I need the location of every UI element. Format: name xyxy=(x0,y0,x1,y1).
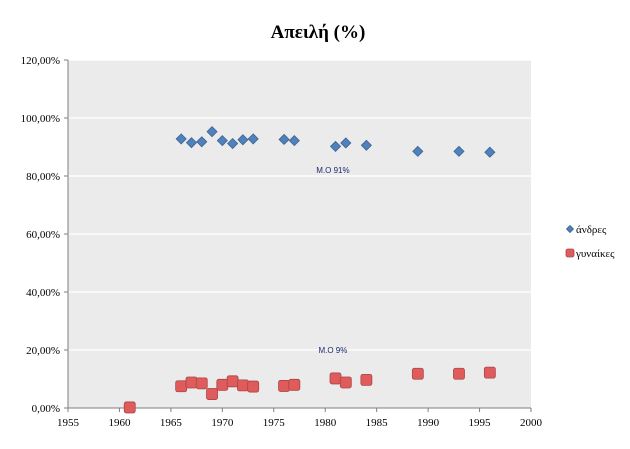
data-point xyxy=(185,137,198,149)
data-points xyxy=(123,126,496,414)
data-point xyxy=(288,378,301,391)
data-point xyxy=(412,145,424,157)
data-point xyxy=(206,388,218,400)
data-point xyxy=(339,376,352,389)
data-point xyxy=(340,137,352,149)
x-tick-label: 1985 xyxy=(366,417,389,429)
x-tick-label: 1995 xyxy=(469,417,492,429)
axes xyxy=(64,59,532,412)
data-point xyxy=(175,133,187,145)
legend-label: γυναίκες xyxy=(575,248,615,260)
y-tick-label: 80,00% xyxy=(26,171,60,183)
annotations: Μ.Ο 91% Μ.Ο 9% xyxy=(316,166,349,355)
y-tick-label: 40,00% xyxy=(26,287,60,299)
x-tick-label: 2000 xyxy=(520,417,543,429)
annotation-label: Μ.Ο 91% xyxy=(316,166,349,175)
data-point xyxy=(453,145,465,157)
annotation-label: Μ.Ο 9% xyxy=(318,346,347,355)
data-point xyxy=(278,380,290,392)
x-axis-tick-labels: 1955 1960 1965 1970 1975 1980 1985 1990 1995 2000 xyxy=(57,417,543,429)
data-point xyxy=(360,139,372,151)
data-point xyxy=(288,135,300,147)
data-point xyxy=(329,140,342,152)
legend-marker xyxy=(565,224,575,234)
data-point xyxy=(483,366,496,379)
data-point xyxy=(195,377,208,390)
x-tick-label: 1960 xyxy=(108,417,131,429)
data-point xyxy=(175,380,188,393)
data-point xyxy=(237,379,249,392)
y-tick-label: 120,00% xyxy=(21,55,60,67)
data-point xyxy=(216,378,229,391)
legend-label: άνδρες xyxy=(576,224,607,236)
data-point xyxy=(185,376,198,389)
x-tick-label: 1975 xyxy=(263,417,286,429)
data-point xyxy=(227,137,239,150)
data-point xyxy=(278,133,290,146)
data-point xyxy=(411,367,424,380)
series-1 xyxy=(175,126,496,158)
y-tick-label: 0,00% xyxy=(32,403,60,415)
data-point xyxy=(206,126,218,138)
data-point xyxy=(196,136,208,148)
data-point xyxy=(453,367,465,380)
series-2 xyxy=(123,366,496,414)
data-point xyxy=(247,133,259,145)
data-point xyxy=(237,134,249,146)
legend: άνδρες γυναίκες xyxy=(565,224,615,260)
data-point xyxy=(360,373,373,386)
x-tick-label: 1955 xyxy=(57,417,80,429)
y-tick-label: 20,00% xyxy=(26,345,60,357)
data-point xyxy=(226,375,239,388)
y-tick-label: 100,00% xyxy=(21,113,60,125)
gridlines xyxy=(68,59,531,351)
legend-marker xyxy=(565,248,575,258)
y-axis-tick-labels: 0,00% 20,00% 40,00% 60,00% 80,00% 100,00% 120,… xyxy=(21,55,60,415)
x-tick-label: 1980 xyxy=(314,417,337,429)
x-tick-label: 1965 xyxy=(160,417,183,429)
x-tick-label: 1990 xyxy=(417,417,440,429)
x-tick-label: 1970 xyxy=(211,417,234,429)
chart-title: Απειλή (%) xyxy=(271,22,366,43)
data-point xyxy=(484,146,496,158)
data-point xyxy=(329,372,342,385)
data-point xyxy=(247,380,260,393)
y-tick-label: 60,00% xyxy=(26,229,60,241)
data-point xyxy=(216,135,228,147)
data-point xyxy=(123,401,136,414)
